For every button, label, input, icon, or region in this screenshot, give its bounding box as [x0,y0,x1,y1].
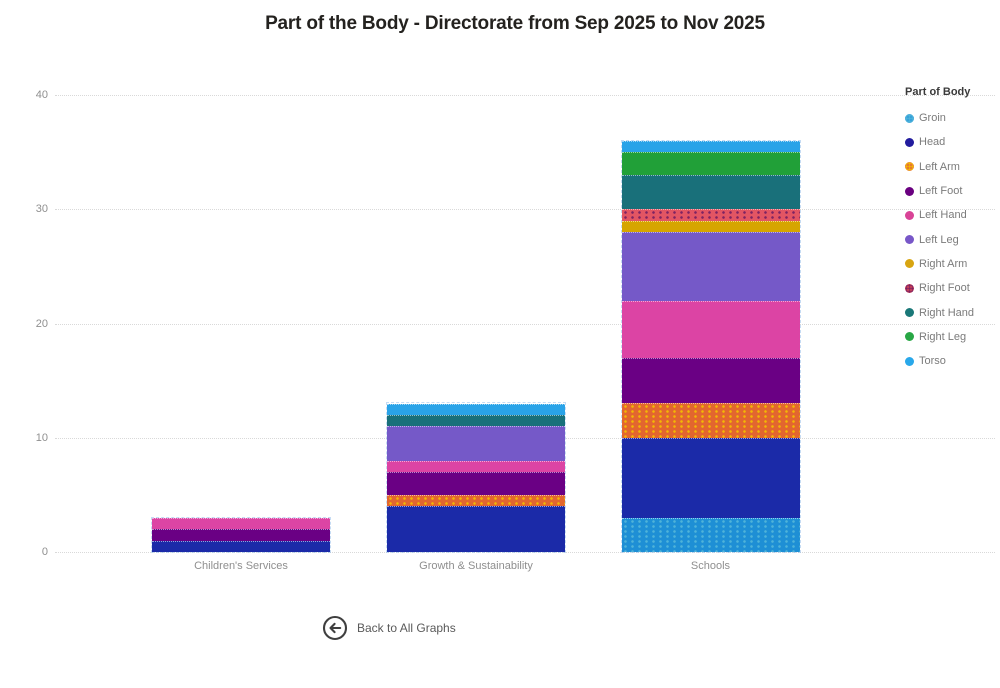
bar-segment-torso[interactable] [621,140,800,153]
legend-item-label: Right Leg [919,330,967,343]
bar-segment-left-hand[interactable] [621,300,800,358]
legend-item-label: Head [919,136,946,149]
legend-item-left-foot[interactable]: Left Foot [905,179,1000,203]
legend-swatch-icon [905,259,914,269]
arrow-left-circle-icon [322,615,348,641]
legend-item-label: Right Foot [919,282,970,295]
legend-item-torso[interactable]: Torso [905,349,1000,373]
legend-item-head[interactable]: Head [905,130,1000,154]
bar-segment-groin[interactable] [621,517,800,552]
gridline-y-20 [55,323,995,325]
gridline-y-40 [55,95,995,96]
legend-item-groin[interactable]: Groin [905,106,1000,130]
stacked-bar-children-s-services[interactable] [151,516,331,553]
legend-item-right-foot[interactable]: Right Foot [905,276,1000,300]
legend-item-label: Left Arm [919,160,960,173]
legend: Part of Body Groin Head Left Arm Left Foot L… [905,86,1000,373]
bar-segment-right-leg[interactable] [621,152,800,176]
stacked-bar-growth-sustainability[interactable] [386,402,566,553]
back-to-all-graphs-button[interactable]: Back to All Graphs [322,615,456,641]
legend-swatch-icon [905,308,914,318]
legend-item-label: Left Leg [919,233,959,246]
legend-swatch-icon [905,210,914,220]
x-axis-label-0: Children's Services [194,560,288,572]
x-axis-label-1: Growth & Sustainability [419,560,533,572]
legend-item-right-leg[interactable]: Right Leg [905,325,1000,349]
bar-segment-left-foot[interactable] [152,529,330,541]
legend-swatch-icon [905,356,914,366]
legend-item-left-hand[interactable]: Left Hand [905,203,1000,227]
legend-swatch-icon [905,162,914,172]
legend-item-label: Groin [919,112,946,125]
y-axis-tick-40: 40 [35,89,48,101]
legend-item-label: Right Arm [919,257,968,270]
bar-segment-right-hand[interactable] [387,414,565,427]
legend-swatch-icon [905,235,914,245]
legend-item-left-arm[interactable]: Left Arm [905,155,1000,179]
bar-segment-left-foot[interactable] [387,472,565,495]
bar-segment-right-hand[interactable] [621,175,800,210]
gridline-y-0 [55,552,995,553]
legend-item-right-arm[interactable]: Right Arm [905,252,1000,276]
bar-segment-left-hand[interactable] [152,517,330,530]
gridline-y-30 [55,209,995,211]
bar-segment-left-arm[interactable] [621,403,800,438]
bar-segment-left-leg[interactable] [621,232,800,301]
legend-item-label: Left Foot [919,185,963,198]
legend-item-right-hand[interactable]: Right Hand [905,300,1000,324]
bar-segment-head[interactable] [621,437,800,518]
bar-segment-left-leg[interactable] [387,426,565,461]
bar-segment-right-foot[interactable] [621,209,800,221]
legend-item-label: Torso [919,355,946,368]
y-axis-tick-0: 0 [41,546,48,558]
x-axis-label-2: Schools [690,560,731,572]
legend-item-left-leg[interactable]: Left Leg [905,227,1000,251]
bar-segment-head[interactable] [387,506,565,552]
stacked-bar-schools[interactable] [620,139,801,553]
page-title: Part of the Body - Directorate from Sep … [265,13,765,34]
legend-swatch-icon [905,283,914,293]
legend-title: Part of Body [905,86,971,98]
legend-swatch-icon [905,186,914,196]
back-button-label: Back to All Graphs [357,621,456,635]
bar-segment-head[interactable] [152,540,330,552]
y-axis-tick-20: 20 [35,317,48,330]
bar-segment-right-arm[interactable] [621,220,800,233]
legend-swatch-icon [905,137,914,147]
bar-segment-left-arm[interactable] [387,494,565,507]
bar-segment-torso[interactable] [387,403,565,415]
legend-item-label: Left Hand [919,209,967,222]
bar-segment-left-foot[interactable] [621,357,800,404]
legend-swatch-icon [905,332,914,342]
bar-segment-left-hand[interactable] [387,460,565,473]
legend-swatch-icon [905,113,914,123]
y-axis-tick-10: 10 [35,431,48,444]
legend-item-label: Right Hand [919,306,975,319]
y-axis-tick-30: 30 [35,203,48,216]
